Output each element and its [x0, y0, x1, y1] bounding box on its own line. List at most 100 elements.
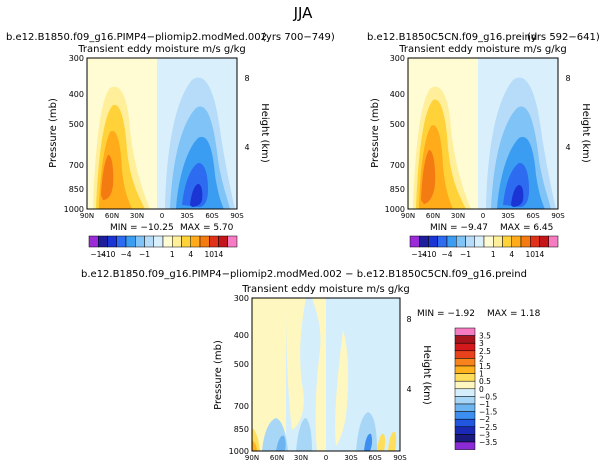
- colorbar-right-label-7: 14: [535, 250, 545, 259]
- panel-top-right: b.e12.B1850C5CN.f09_g16.preind (yrs 592−…: [367, 32, 600, 233]
- colorbar-diff-label-10: −1.5: [479, 408, 497, 417]
- colorbar-diff-label-14: −3.5: [479, 438, 497, 447]
- colorbar-left-label-7: 14: [214, 250, 224, 259]
- max-label: MAX = 5.70: [180, 223, 234, 233]
- colorbar-diff-label-7: 0: [479, 385, 484, 394]
- colorbar-diff-swatch-3: [454, 350, 476, 359]
- plot-title: Transient eddy moisture m/s g/kg: [77, 44, 245, 55]
- colorbar-right-label-1: −10: [421, 250, 437, 259]
- contour-pos-1: [252, 440, 257, 451]
- colorbar-diff-swatch-9: [454, 396, 476, 405]
- colorbar-left-swatch-2: [107, 235, 117, 248]
- colorbar-diff-swatch-4: [454, 358, 476, 367]
- right-axis-label: Height (km): [421, 345, 432, 405]
- contour-pos-14: [101, 154, 114, 200]
- colorbar-diff-label-5: 1: [479, 370, 484, 379]
- colorbar-diff-label-9: −1: [479, 400, 490, 409]
- colorbar-diff-swatch-2: [454, 342, 476, 352]
- colorbar-right-label-4: 1: [491, 250, 496, 259]
- colorbar-diff-swatch-1: [454, 335, 476, 344]
- colorbar-right-swatch-15: [548, 235, 559, 248]
- plot-frame: [86, 57, 238, 210]
- y-axis-label: Pressure (mb): [213, 340, 224, 410]
- case-title: b.e12.B1850.f09_g16.PIMP4−pliomip2.modMe…: [81, 269, 527, 280]
- y-tick-400: 400: [69, 90, 84, 99]
- case-years: (yrs 592−641): [527, 32, 600, 43]
- colorbar-top-right: −14−10 −4 −1 1 4 10 14: [409, 235, 559, 259]
- colorbar-left-label-4: 1: [170, 250, 175, 259]
- colorbar-left-swatch-11: [190, 235, 201, 248]
- y-tick-700: 700: [69, 161, 84, 170]
- y-tick-300: 300: [390, 54, 405, 63]
- contour-neg-core: [511, 185, 524, 207]
- colorbar-left-label-0: −14: [90, 250, 106, 259]
- y-tick-300: 300: [69, 54, 84, 63]
- colorbar-left-swatch-4: [125, 235, 136, 248]
- colorbar-left-swatch-15: [227, 235, 238, 248]
- contour-midlat-positive: [286, 298, 306, 430]
- plot-frame: [251, 297, 401, 452]
- contour-pos-05-c: [388, 431, 397, 451]
- colorbar-left-swatch-1: [98, 235, 108, 248]
- right-tick-4: 4: [565, 143, 570, 152]
- right-tick-8: 8: [406, 315, 411, 324]
- contour-neg-1: [276, 435, 286, 451]
- contour-field: [252, 298, 400, 451]
- min-label: MIN = −10.25: [110, 223, 174, 233]
- plot-frame: [407, 57, 559, 210]
- colorbar-diff-swatch-10: [454, 403, 476, 412]
- x-tick-30S: 30S: [501, 212, 515, 220]
- case-years: (yrs 700−749): [262, 32, 335, 43]
- colorbar-right-swatch-3: [437, 235, 448, 248]
- colorbar-left-swatch-5: [135, 235, 145, 248]
- colorbar-diff-label-2: 2.5: [479, 347, 491, 356]
- colorbar-right-label-2: −4: [441, 250, 452, 259]
- y-tick-500: 500: [390, 120, 405, 129]
- case-title: b.e12.B1850.f09_g16.PIMP4−pliomip2.modMe…: [6, 32, 267, 43]
- colorbar-left-swatch-10: [181, 235, 191, 248]
- colorbar-top-left: −14−10 −4 −1 1 4 10 14: [88, 235, 238, 259]
- x-tick-90N: 90N: [80, 212, 94, 220]
- x-tick-30N: 30N: [294, 454, 308, 462]
- colorbar-right-swatch-1: [419, 235, 429, 248]
- colorbar-right-label-0: −14: [411, 250, 427, 259]
- contour-sh-positive: [335, 330, 349, 446]
- x-tick-60S: 60S: [368, 454, 382, 462]
- y-tick-500: 500: [69, 120, 84, 129]
- right-axis-label: Height (km): [580, 103, 591, 163]
- colorbar-right-swatch-9: [493, 235, 503, 248]
- colorbar-diff-label-0: 3.5: [479, 332, 491, 341]
- contour-neg-15: [364, 433, 373, 451]
- colorbar-diff-label-1: 3: [479, 339, 484, 348]
- x-tick-60S: 60S: [526, 212, 540, 220]
- colorbar-right-swatch-14: [539, 235, 549, 248]
- colorbar-left-swatch-14: [218, 235, 228, 248]
- colorbar-diff-swatch-13: [454, 426, 476, 435]
- contour-pos-05-b: [377, 433, 386, 451]
- y-tick-850: 850: [390, 185, 405, 194]
- colorbar-right-swatch-2: [428, 235, 438, 248]
- x-tick-0: 0: [481, 212, 485, 220]
- y-tick-700: 700: [390, 161, 405, 170]
- colorbar-difference: 3.532.521.510.50−0.5−1−1.5−2−2.5−3−3.5: [454, 327, 497, 450]
- y-tick-1000: 1000: [64, 205, 84, 214]
- x-tick-0: 0: [160, 212, 164, 220]
- x-tick-30S: 30S: [180, 212, 194, 220]
- colorbar-left-label-1: −10: [100, 250, 116, 259]
- colorbar-diff-swatch-8: [454, 388, 476, 397]
- y-tick-850: 850: [234, 425, 249, 434]
- colorbar-diff-label-6: 0.5: [479, 377, 491, 386]
- right-axis-label: Height (km): [259, 103, 270, 163]
- colorbar-left-swatch-7: [153, 235, 164, 248]
- colorbar-right-swatch-5: [456, 235, 466, 248]
- colorbar-left-swatch-8: [162, 235, 173, 248]
- colorbar-diff-swatch-12: [454, 418, 476, 428]
- colorbar-right-label-5: 4: [509, 250, 514, 259]
- contour-field: [408, 58, 558, 209]
- colorbar-left-swatch-6: [144, 235, 154, 248]
- x-tick-90S: 90S: [393, 454, 407, 462]
- x-tick-30N: 30N: [451, 212, 465, 220]
- x-tick-60N: 60N: [426, 212, 440, 220]
- max-label: MAX = 6.45: [500, 223, 553, 233]
- colorbar-right-label-6: 10: [525, 250, 535, 259]
